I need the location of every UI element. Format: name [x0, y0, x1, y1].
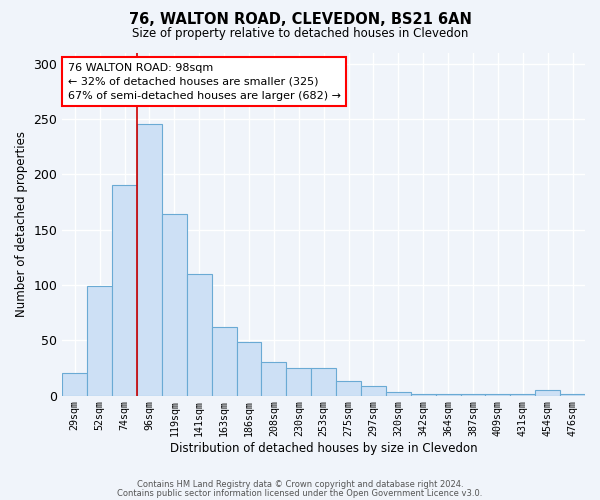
Bar [461, 394, 485, 396]
Bar [560, 394, 585, 396]
Bar [511, 394, 535, 396]
Y-axis label: Number of detached properties: Number of detached properties [15, 131, 28, 317]
Bar [187, 274, 212, 396]
Bar [361, 386, 386, 396]
Bar [336, 381, 361, 396]
Bar [411, 394, 436, 396]
Bar [87, 286, 112, 396]
Text: Size of property relative to detached houses in Clevedon: Size of property relative to detached ho… [132, 28, 468, 40]
Text: Contains HM Land Registry data © Crown copyright and database right 2024.: Contains HM Land Registry data © Crown c… [137, 480, 463, 489]
Bar [485, 394, 511, 396]
Bar [236, 342, 262, 396]
Bar [212, 327, 236, 396]
Bar [535, 390, 560, 396]
Text: 76, WALTON ROAD, CLEVEDON, BS21 6AN: 76, WALTON ROAD, CLEVEDON, BS21 6AN [128, 12, 472, 28]
Bar [162, 214, 187, 396]
Bar [311, 368, 336, 396]
Bar [436, 394, 461, 396]
Text: 76 WALTON ROAD: 98sqm
← 32% of detached houses are smaller (325)
67% of semi-det: 76 WALTON ROAD: 98sqm ← 32% of detached … [68, 63, 341, 101]
Bar [62, 374, 87, 396]
Text: Contains public sector information licensed under the Open Government Licence v3: Contains public sector information licen… [118, 488, 482, 498]
Bar [262, 362, 286, 396]
Bar [112, 186, 137, 396]
Bar [286, 368, 311, 396]
X-axis label: Distribution of detached houses by size in Clevedon: Distribution of detached houses by size … [170, 442, 478, 455]
Bar [137, 124, 162, 396]
Bar [386, 392, 411, 396]
